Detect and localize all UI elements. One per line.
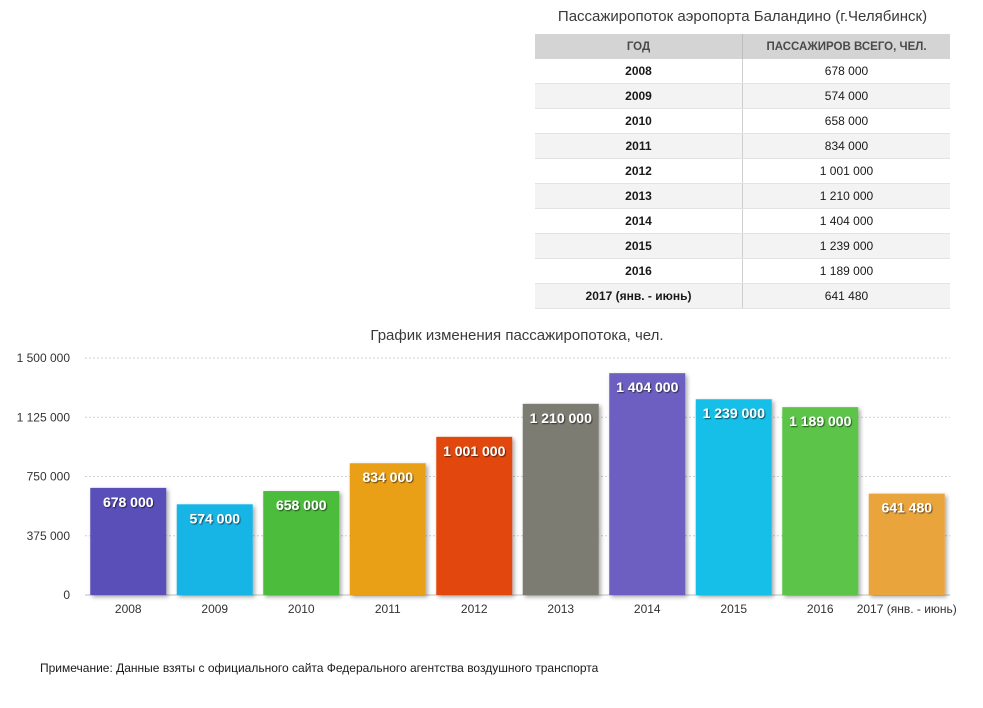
table-row: 2016 1 189 000 xyxy=(535,258,950,284)
y-tick-label: 750 000 xyxy=(27,470,71,484)
table-row: 2010 658 000 xyxy=(535,108,950,134)
table-row: 2009 574 000 xyxy=(535,83,950,109)
bar xyxy=(609,373,686,595)
y-tick-label: 0 xyxy=(63,588,70,602)
bar xyxy=(436,436,513,595)
passenger-bar-chart: 0 375 000 750 000 1 125 000 1 500 000 678 000… xyxy=(17,351,957,616)
header-passengers: ПАССАЖИРОВ ВСЕГО, ЧЕЛ. xyxy=(742,34,950,59)
data-label: 678 000 xyxy=(103,494,154,510)
bar xyxy=(695,399,772,595)
table-cell-passengers: 1 239 000 xyxy=(742,233,950,259)
bar xyxy=(522,403,599,595)
x-tick-label: 2011 xyxy=(375,602,401,616)
x-tick-label: 2009 xyxy=(201,602,228,616)
data-label: 574 000 xyxy=(189,510,240,526)
bar xyxy=(90,487,167,595)
x-tick-label: 2015 xyxy=(720,602,747,616)
table-row: 2014 1 404 000 xyxy=(535,208,950,234)
table-cell-year: 2014 xyxy=(535,208,743,234)
table-cell-passengers: 641 480 xyxy=(742,283,950,309)
table-cell-passengers: 678 000 xyxy=(742,59,950,84)
table-cell-year: 2010 xyxy=(535,108,743,134)
bar xyxy=(263,491,340,595)
x-tick-label: 2008 xyxy=(115,602,142,616)
y-tick-label: 1 125 000 xyxy=(17,410,71,424)
table-cell-year: 2009 xyxy=(535,83,743,109)
x-tick-label: 2014 xyxy=(634,602,661,616)
data-label: 641 480 xyxy=(881,500,932,516)
table-cell-year: 2008 xyxy=(535,59,743,84)
footnote: Примечание: Данные взяты с официального … xyxy=(40,661,599,675)
table-cell-passengers: 1 210 000 xyxy=(742,183,950,209)
bar xyxy=(349,463,426,595)
table-cell-year: 2013 xyxy=(535,183,743,209)
passenger-table: ГОД ПАССАЖИРОВ ВСЕГО, ЧЕЛ. 2008 678 000 20… xyxy=(535,34,950,309)
table-cell-year: 2012 xyxy=(535,158,743,184)
table-row: 2015 1 239 000 xyxy=(535,233,950,259)
y-tick-label: 1 500 000 xyxy=(17,351,71,365)
x-tick-label: 2010 xyxy=(288,602,315,616)
data-label: 658 000 xyxy=(276,497,327,513)
data-label: 834 000 xyxy=(362,469,413,485)
table-header-row: ГОД ПАССАЖИРОВ ВСЕГО, ЧЕЛ. xyxy=(535,34,950,59)
table-cell-passengers: 658 000 xyxy=(742,108,950,134)
table-title: Пассажиропоток аэропорта Баландино (г.Че… xyxy=(557,8,928,25)
table-cell-year: 2011 xyxy=(535,133,743,159)
header-year: ГОД xyxy=(535,34,743,59)
chart-title: График изменения пассажиропотока, чел. xyxy=(370,327,664,344)
data-label: 1 189 000 xyxy=(789,413,851,429)
table-row: 2012 1 001 000 xyxy=(535,158,950,184)
table-cell-passengers: 1 404 000 xyxy=(742,208,950,234)
data-label: 1 239 000 xyxy=(703,405,765,421)
table-row: 2011 834 000 xyxy=(535,133,950,159)
bar xyxy=(176,504,253,595)
bar xyxy=(868,493,945,595)
table-cell-passengers: 834 000 xyxy=(742,133,950,159)
x-tick-label: 2016 xyxy=(807,602,834,616)
y-tick-label: 375 000 xyxy=(27,529,71,543)
table-cell-year: 2016 xyxy=(535,258,743,284)
table-cell-passengers: 1 001 000 xyxy=(742,158,950,184)
table-cell-year: 2015 xyxy=(535,233,743,259)
table-row: 2008 678 000 xyxy=(535,59,950,84)
data-label: 1 001 000 xyxy=(443,443,505,459)
bar xyxy=(782,407,859,595)
table-row: 2017 (янв. - июнь) 641 480 xyxy=(535,283,950,309)
x-tick-label: 2013 xyxy=(547,602,574,616)
table-row: 2013 1 210 000 xyxy=(535,183,950,209)
table-cell-passengers: 574 000 xyxy=(742,83,950,109)
data-label: 1 404 000 xyxy=(616,379,678,395)
data-label: 1 210 000 xyxy=(530,410,592,426)
table-cell-passengers: 1 189 000 xyxy=(742,258,950,284)
table-cell-year: 2017 (янв. - июнь) xyxy=(535,283,743,309)
x-tick-label: 2012 xyxy=(461,602,488,616)
x-tick-label: 2017 (янв. - июнь) xyxy=(857,602,957,616)
